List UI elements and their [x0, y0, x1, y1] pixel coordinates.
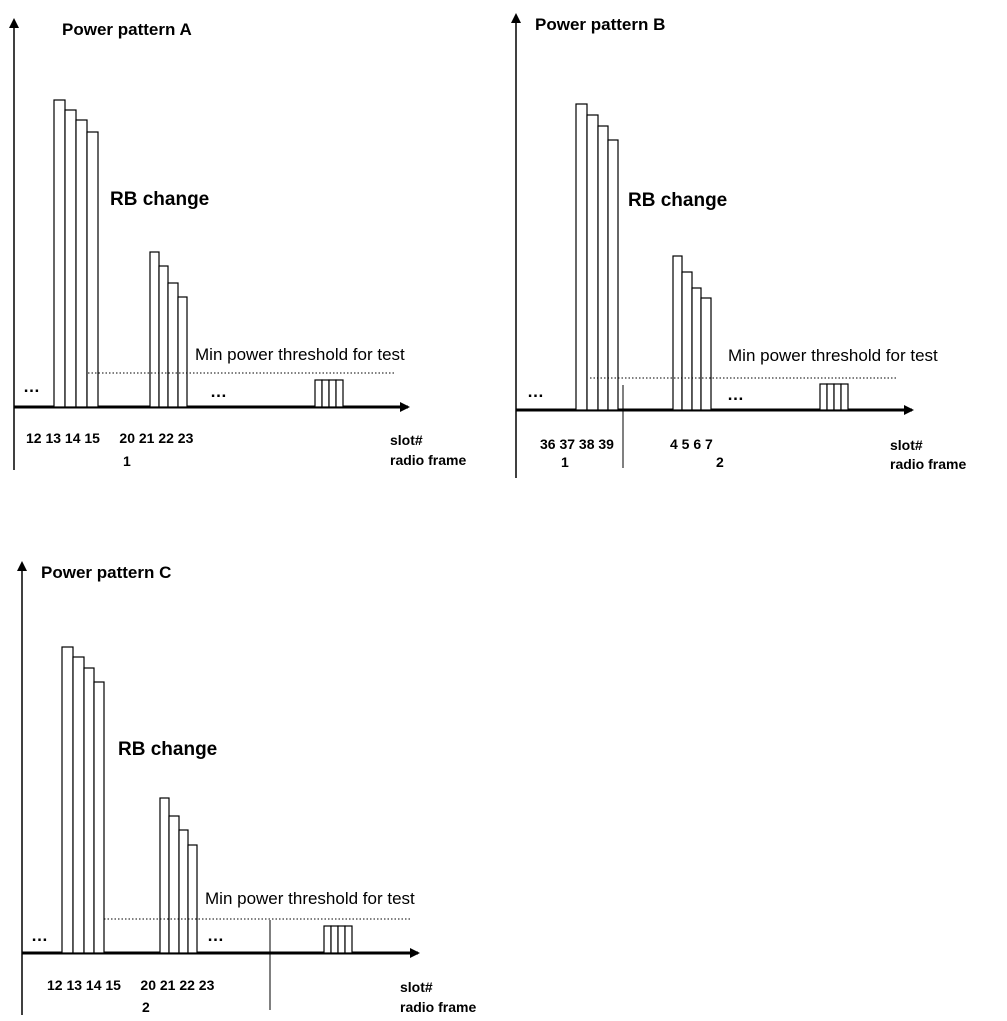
radio-frame-number: 2	[142, 999, 150, 1015]
bar	[64, 109, 77, 408]
bar	[833, 383, 842, 411]
bar	[93, 681, 105, 954]
ellipsis-left: …	[23, 377, 40, 396]
bar-group-high	[61, 646, 105, 954]
bar	[75, 119, 88, 408]
radio-frame-number-right: 2	[716, 454, 724, 470]
bar	[826, 383, 835, 411]
slot-labels: 12 13 14 15 20 21 22 23	[47, 977, 215, 993]
bar	[328, 379, 337, 408]
bar	[83, 667, 95, 954]
rb-change-label: RB change	[110, 189, 209, 210]
bar	[167, 282, 179, 408]
bar	[819, 383, 828, 411]
bar	[321, 379, 330, 408]
bar-group-small	[819, 383, 849, 411]
threshold-label: Min power threshold for test	[728, 346, 938, 365]
bar-group-small	[314, 379, 344, 408]
axis-label-slot: slot#	[890, 437, 923, 453]
bar	[840, 383, 849, 411]
bar-group-mid	[159, 797, 198, 954]
bar-group-high	[53, 99, 99, 408]
bar	[187, 844, 198, 954]
bar	[314, 379, 323, 408]
bar	[700, 297, 712, 411]
bar	[344, 925, 353, 954]
bar	[323, 925, 332, 954]
axis-label-radio-frame: radio frame	[400, 999, 476, 1015]
axis-label-radio-frame: radio frame	[390, 452, 466, 468]
slot-labels: 12 13 14 15 20 21 22 23	[26, 430, 194, 446]
threshold-label: Min power threshold for test	[205, 889, 415, 908]
bar-group-high	[575, 103, 619, 411]
panel-title: Power pattern B	[535, 15, 665, 34]
radio-frame-number-left: 1	[561, 454, 569, 470]
bar	[586, 114, 599, 411]
bar	[159, 797, 170, 954]
bar	[575, 103, 588, 411]
ellipsis-mid: …	[727, 385, 744, 404]
bar	[61, 646, 74, 954]
panel-power-pattern-a: Power pattern A RB change Min power thre…	[9, 18, 466, 470]
panel-title: Power pattern C	[41, 563, 171, 582]
bar	[681, 271, 693, 411]
panel-title: Power pattern A	[62, 20, 192, 39]
bar	[691, 287, 702, 411]
bar	[335, 379, 344, 408]
bar	[158, 265, 169, 408]
axis-label-radio-frame: radio frame	[890, 456, 966, 472]
ellipsis-left: …	[527, 382, 544, 401]
bar	[168, 815, 180, 954]
ellipsis-mid: …	[207, 926, 224, 945]
bar	[72, 656, 85, 954]
axis-label-slot: slot#	[400, 979, 433, 995]
axis-label-slot: slot#	[390, 432, 423, 448]
radio-frame-number: 1	[123, 453, 131, 469]
ellipsis-left: …	[31, 926, 48, 945]
bar	[330, 925, 339, 954]
bar-group-mid	[149, 251, 188, 408]
bar	[53, 99, 66, 408]
bar	[597, 125, 609, 411]
bar	[178, 829, 189, 954]
slot-labels-right: 4 5 6 7	[670, 436, 713, 452]
bar	[337, 925, 346, 954]
panel-power-pattern-b: Power pattern B RB change Min power thre…	[511, 13, 966, 478]
panel-power-pattern-c: Power pattern C RB change Min power thre…	[17, 561, 476, 1015]
bar	[607, 139, 619, 411]
rb-change-label: RB change	[118, 739, 217, 760]
bar-group-mid	[672, 255, 712, 411]
rb-change-label: RB change	[628, 190, 727, 211]
bar-group-small	[323, 925, 353, 954]
bar	[177, 296, 188, 408]
bar	[86, 131, 99, 408]
bar	[672, 255, 683, 411]
ellipsis-mid: …	[210, 382, 227, 401]
slot-labels-left: 36 37 38 39	[540, 436, 614, 452]
threshold-label: Min power threshold for test	[195, 345, 405, 364]
bar	[149, 251, 160, 408]
